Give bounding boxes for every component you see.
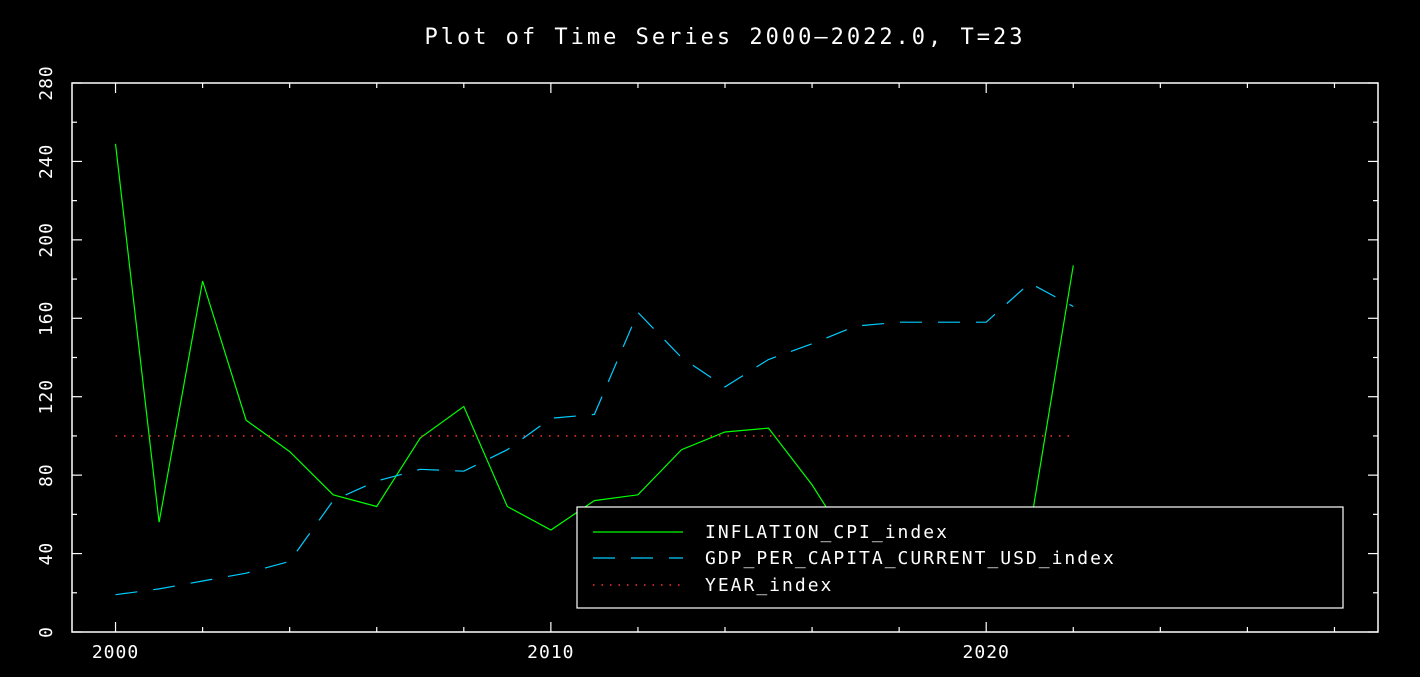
y-tick-label: 120	[36, 379, 57, 415]
chart-title: Plot of Time Series 2000—2022.0, T=23	[424, 25, 1025, 50]
gdp-per-capita-line	[115, 282, 1074, 596]
x-tick-label: 2010	[527, 642, 574, 663]
legend-label-inflation: INFLATION_CPI_index	[705, 522, 949, 543]
axis-ticks: 0 40 80 120 160 200 240 280 2000 2010 2020	[36, 65, 1378, 663]
legend-label-gdp: GDP_PER_CAPITA_CURRENT_USD_index	[705, 548, 1116, 569]
y-tick-label: 240	[36, 144, 57, 180]
legend-box	[576, 506, 1344, 609]
legend: INFLATION_CPI_index GDP_PER_CAPITA_CURRE…	[576, 506, 1344, 609]
y-tick-label: 200	[36, 222, 57, 258]
legend-label-year: YEAR_index	[705, 575, 833, 596]
y-tick-label: 40	[36, 542, 57, 566]
plot-frame	[71, 82, 1379, 633]
y-tick-label: 160	[36, 301, 57, 337]
x-tick-label: 2000	[92, 642, 139, 663]
x-tick-label: 2020	[963, 642, 1010, 663]
y-tick-label: 0	[36, 626, 57, 638]
y-tick-label: 80	[36, 463, 57, 487]
y-tick-label: 280	[36, 65, 57, 101]
